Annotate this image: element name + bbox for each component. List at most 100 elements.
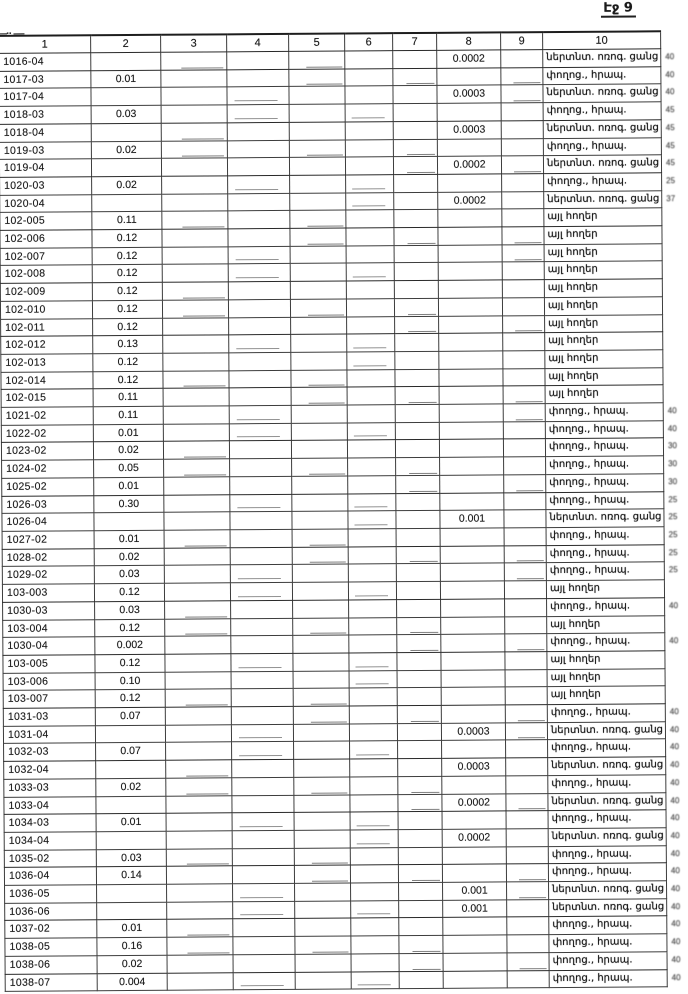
cell-category: փողոց., հրապ. — [548, 933, 667, 953]
margin-note — [662, 226, 684, 244]
cell-category: այլ հողեր — [547, 668, 666, 687]
cell-empty — [350, 811, 399, 830]
cell-empty — [291, 475, 348, 494]
cell-empty — [292, 582, 349, 601]
column-header: 1 — [0, 35, 91, 54]
cell-empty — [392, 68, 437, 87]
cell-empty — [399, 970, 444, 989]
cell-empty — [395, 404, 440, 423]
cell-parcel-code: 1036-05 — [4, 884, 97, 904]
cell-col8-value: 0.0003 — [441, 722, 506, 741]
margin-note — [664, 580, 686, 598]
cell-parcel-code: 1034-03 — [4, 813, 97, 833]
cell-empty — [289, 174, 346, 194]
cell-parcel-code: 102-015 — [1, 389, 94, 408]
cell-empty — [394, 369, 440, 388]
cell-empty — [500, 49, 543, 68]
cell-empty — [229, 405, 292, 424]
cell-empty — [230, 653, 294, 672]
cell-category: այլ հողեր — [547, 686, 666, 705]
cell-empty — [347, 440, 396, 459]
cell-empty — [344, 68, 393, 87]
cell-category: ներտնտ. ոռոգ. ցանց — [543, 190, 662, 209]
cell-empty — [506, 863, 549, 882]
cell-category: փողոց., հրապ. — [546, 632, 665, 652]
cell-col8-value — [442, 811, 507, 830]
cell-category: փողոց., հրապ. — [545, 402, 664, 422]
cell-empty — [288, 51, 345, 70]
cell-empty — [503, 456, 546, 475]
cell-empty — [502, 262, 545, 281]
cell-empty — [228, 246, 291, 265]
cell-empty — [507, 970, 550, 989]
cell-col8-value — [438, 244, 503, 263]
cell-area-value: 0.03 — [94, 601, 165, 620]
cell-empty — [398, 882, 443, 901]
cell-empty — [397, 740, 442, 759]
cell-category: փողոց., հրապ. — [547, 774, 666, 794]
cell-empty — [348, 581, 397, 600]
cell-empty — [292, 617, 349, 636]
cell-parcel-code: 102-008 — [0, 265, 93, 284]
cell-parcel-code: 1017-03 — [0, 70, 91, 89]
cell-parcel-code: 1033-03 — [3, 778, 96, 797]
cell-empty — [346, 351, 395, 370]
cell-parcel-code: 1038-06 — [5, 955, 98, 974]
cell-empty — [166, 813, 233, 832]
cell-empty — [293, 688, 350, 707]
cell-area-value: 0.03 — [91, 105, 162, 124]
cell-empty — [393, 191, 438, 210]
cell-empty — [162, 317, 229, 336]
cell-empty — [503, 509, 547, 528]
cell-empty — [230, 635, 293, 654]
cell-area-value — [95, 795, 167, 814]
cell-category: այլ հողեր — [546, 615, 665, 634]
cell-empty — [501, 120, 544, 139]
cell-category: փողոց., հրապ. — [543, 172, 662, 192]
cell-parcel-code: 1024-02 — [1, 459, 94, 479]
cell-empty — [291, 511, 349, 530]
cell-empty — [229, 387, 292, 406]
margin-note: 25 — [666, 176, 676, 186]
cell-empty — [228, 334, 291, 353]
cell-empty — [228, 370, 292, 389]
margin-note — [663, 314, 685, 332]
cell-empty — [504, 598, 547, 617]
cell-parcel-code: 102-005 — [0, 212, 92, 231]
cell-empty — [165, 671, 232, 690]
margin-note — [665, 686, 687, 704]
cell-empty — [294, 883, 351, 902]
margin-note: 37 — [666, 193, 676, 203]
cell-empty — [506, 828, 549, 847]
margin-note — [662, 296, 684, 314]
cell-area-value: 0.02 — [91, 176, 162, 195]
cell-empty — [398, 900, 443, 919]
margin-note — [662, 208, 684, 226]
cell-empty — [160, 87, 228, 106]
cell-col8-value: 0.0003 — [441, 758, 506, 777]
margin-note: 30 — [668, 459, 678, 469]
cell-area-value: 0.05 — [93, 459, 164, 478]
cell-category: այլ հողեր — [546, 650, 666, 670]
cell-empty — [294, 918, 351, 937]
column-header: 10 — [542, 31, 661, 50]
cell-col8-value — [440, 545, 505, 564]
cell-parcel-code: 102-013 — [0, 353, 93, 373]
cell-empty — [348, 634, 397, 653]
cell-empty — [348, 528, 397, 547]
cell-empty — [395, 457, 440, 476]
cell-empty — [503, 439, 546, 458]
cell-category: ներտնտ. ոռոգ. ցանց — [548, 880, 667, 900]
cell-area-value: 0.12 — [94, 583, 165, 602]
cell-empty — [503, 492, 546, 511]
cell-empty — [231, 688, 294, 707]
column-header: 8 — [436, 32, 501, 51]
cell-empty — [505, 775, 548, 794]
cell-empty — [229, 476, 292, 495]
cell-empty — [396, 652, 442, 671]
cell-empty — [289, 192, 346, 211]
cell-empty — [288, 86, 346, 105]
cell-empty — [504, 545, 547, 564]
cell-empty — [398, 864, 443, 883]
cell-col8-value — [441, 740, 506, 759]
